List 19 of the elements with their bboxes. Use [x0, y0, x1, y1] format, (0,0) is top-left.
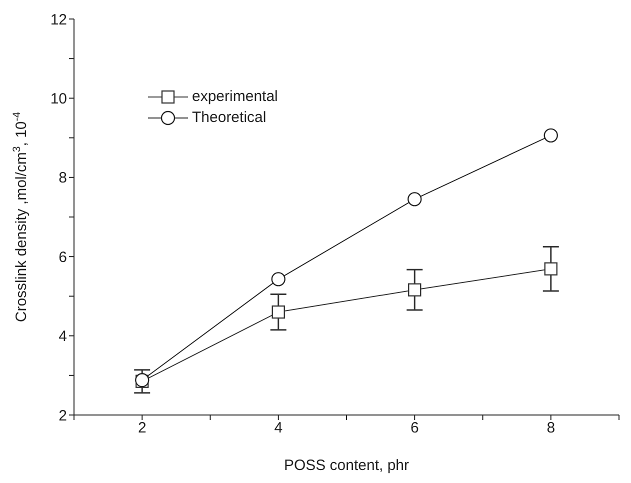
x-tick-label: 8: [546, 420, 556, 437]
point: [544, 128, 558, 143]
x-tick-label: 4: [274, 420, 283, 437]
point: [271, 272, 286, 286]
x-tick-label: 2: [138, 420, 146, 437]
y-tick-label: 4: [58, 328, 67, 346]
legend-label: experimental: [192, 88, 278, 105]
point: [408, 283, 422, 296]
y-tick-label: 12: [50, 11, 67, 28]
y-tick-label: 8: [58, 170, 67, 187]
legend-label: Theoretical: [192, 109, 266, 126]
x-axis-title: POSS content, phr: [284, 457, 410, 474]
y-tick-label: 10: [50, 90, 67, 108]
x-tick-label: 6: [410, 420, 419, 437]
y-tick-label: 6: [58, 248, 67, 266]
point: [272, 305, 285, 319]
point: [544, 262, 558, 276]
point: [408, 192, 422, 206]
y-tick-label: 2: [58, 407, 67, 424]
